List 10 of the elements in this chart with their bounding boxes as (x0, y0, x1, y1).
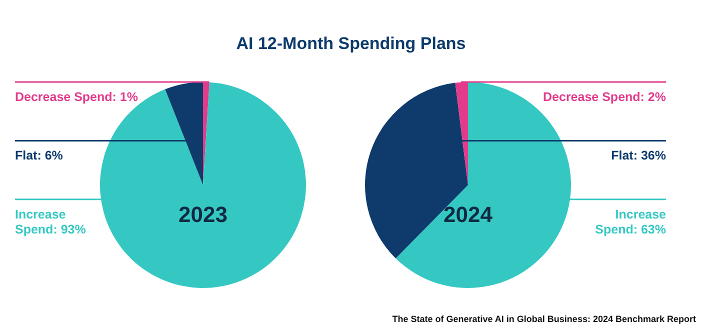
text: AI 12-Month Spending Plans (235, 34, 467, 54)
slice-label: Decrease Spend: 2% (543, 90, 666, 104)
slice-label: Flat: 36% (611, 148, 666, 163)
text: 2023 (178, 202, 228, 227)
slice-label: Decrease Spend: 1% (15, 90, 138, 104)
slice-label: Increase Spend: 63% (595, 207, 666, 236)
text: The State of Generative AI in Global Business: 2024 Benchmark Report (392, 314, 696, 324)
slice-label: Increase Spend: 93% (15, 207, 86, 236)
text: 2024 (444, 202, 494, 227)
slice-label: Flat: 6% (15, 148, 63, 163)
